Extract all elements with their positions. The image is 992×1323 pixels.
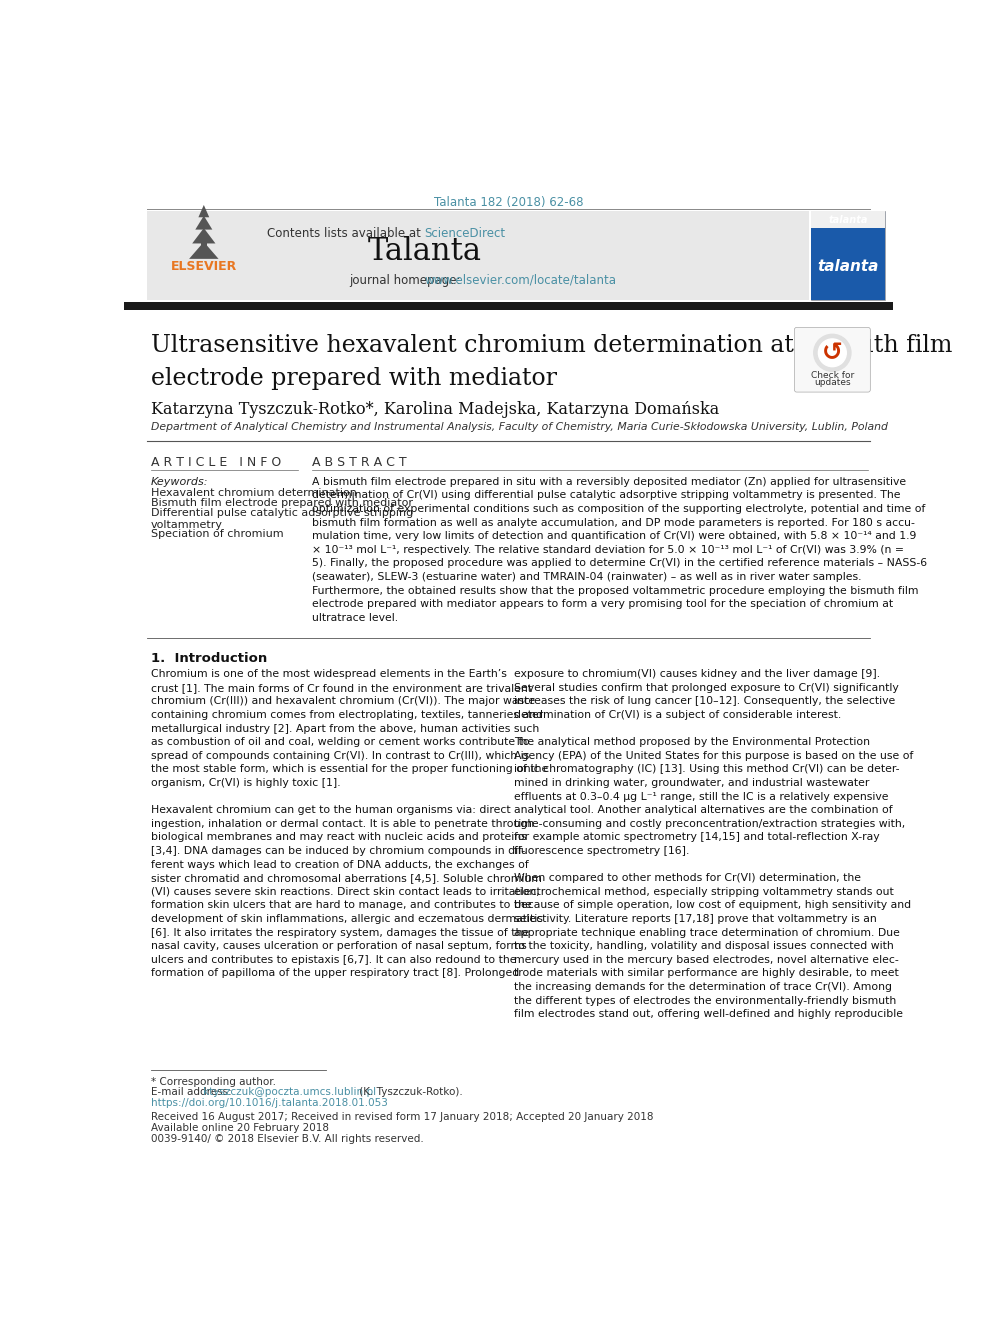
Text: ELSEVIER: ELSEVIER xyxy=(171,261,237,274)
Text: updates: updates xyxy=(814,378,851,388)
FancyBboxPatch shape xyxy=(200,242,207,251)
Text: E-mail address:: E-mail address: xyxy=(151,1086,235,1097)
Text: A bismuth film electrode prepared in situ with a reversibly deposited mediator (: A bismuth film electrode prepared in sit… xyxy=(312,476,928,623)
Polygon shape xyxy=(198,205,209,217)
Circle shape xyxy=(818,339,846,366)
FancyBboxPatch shape xyxy=(810,212,885,300)
Text: Katarzyna Tyszczuk-Rotko*, Karolina Madejska, Katarzyna Domańska: Katarzyna Tyszczuk-Rotko*, Karolina Made… xyxy=(151,401,719,418)
Text: * Corresponding author.: * Corresponding author. xyxy=(151,1077,276,1086)
Text: talanta: talanta xyxy=(817,259,879,274)
Text: ↺: ↺ xyxy=(821,341,843,365)
Text: (K. Tyszczuk-Rotko).: (K. Tyszczuk-Rotko). xyxy=(356,1086,463,1097)
FancyBboxPatch shape xyxy=(795,327,870,392)
Text: Received 16 August 2017; Received in revised form 17 January 2018; Accepted 20 J: Received 16 August 2017; Received in rev… xyxy=(151,1113,654,1122)
Text: journal homepage:: journal homepage: xyxy=(349,274,464,287)
Text: Speciation of chromium: Speciation of chromium xyxy=(151,529,284,540)
FancyBboxPatch shape xyxy=(147,212,809,300)
Text: Ultrasensitive hexavalent chromium determination at bismuth film
electrode prepa: Ultrasensitive hexavalent chromium deter… xyxy=(151,335,952,390)
Text: Department of Analytical Chemistry and Instrumental Analysis, Faculty of Chemist: Department of Analytical Chemistry and I… xyxy=(151,422,888,433)
Text: ktyszczuk@poczta.umcs.lublin.pl: ktyszczuk@poczta.umcs.lublin.pl xyxy=(203,1086,376,1097)
Text: www.elsevier.com/locate/talanta: www.elsevier.com/locate/talanta xyxy=(425,274,617,287)
FancyBboxPatch shape xyxy=(810,212,885,228)
Text: Available online 20 February 2018: Available online 20 February 2018 xyxy=(151,1123,329,1132)
Text: Keywords:: Keywords: xyxy=(151,476,208,487)
Text: Talanta: Talanta xyxy=(368,235,482,267)
Text: 1.  Introduction: 1. Introduction xyxy=(151,651,268,664)
Text: talanta: talanta xyxy=(828,214,868,225)
Text: exposure to chromium(VI) causes kidney and the liver damage [9].
Several studies: exposure to chromium(VI) causes kidney a… xyxy=(514,669,914,1019)
Text: ScienceDirect: ScienceDirect xyxy=(425,226,506,239)
Text: Hexavalent chromium determination: Hexavalent chromium determination xyxy=(151,488,357,497)
Text: Differential pulse catalytic adsorptive stripping
voltammetry: Differential pulse catalytic adsorptive … xyxy=(151,508,414,531)
Text: Check for: Check for xyxy=(810,370,854,380)
Polygon shape xyxy=(192,228,215,243)
Text: Chromium is one of the most widespread elements in the Earth’s
crust [1]. The ma: Chromium is one of the most widespread e… xyxy=(151,669,549,979)
Text: A B S T R A C T: A B S T R A C T xyxy=(312,456,407,468)
Text: https://doi.org/10.1016/j.talanta.2018.01.053: https://doi.org/10.1016/j.talanta.2018.0… xyxy=(151,1098,388,1109)
FancyBboxPatch shape xyxy=(810,228,885,300)
Polygon shape xyxy=(195,216,212,230)
Text: Bismuth film electrode prepared with mediator: Bismuth film electrode prepared with med… xyxy=(151,497,413,508)
Polygon shape xyxy=(189,242,218,259)
Text: 0039-9140/ © 2018 Elsevier B.V. All rights reserved.: 0039-9140/ © 2018 Elsevier B.V. All righ… xyxy=(151,1134,424,1143)
Text: Talanta 182 (2018) 62-68: Talanta 182 (2018) 62-68 xyxy=(434,196,583,209)
Text: Contents lists available at: Contents lists available at xyxy=(267,226,425,239)
FancyBboxPatch shape xyxy=(124,302,893,311)
Circle shape xyxy=(813,335,851,372)
Text: A R T I C L E   I N F O: A R T I C L E I N F O xyxy=(151,456,282,468)
